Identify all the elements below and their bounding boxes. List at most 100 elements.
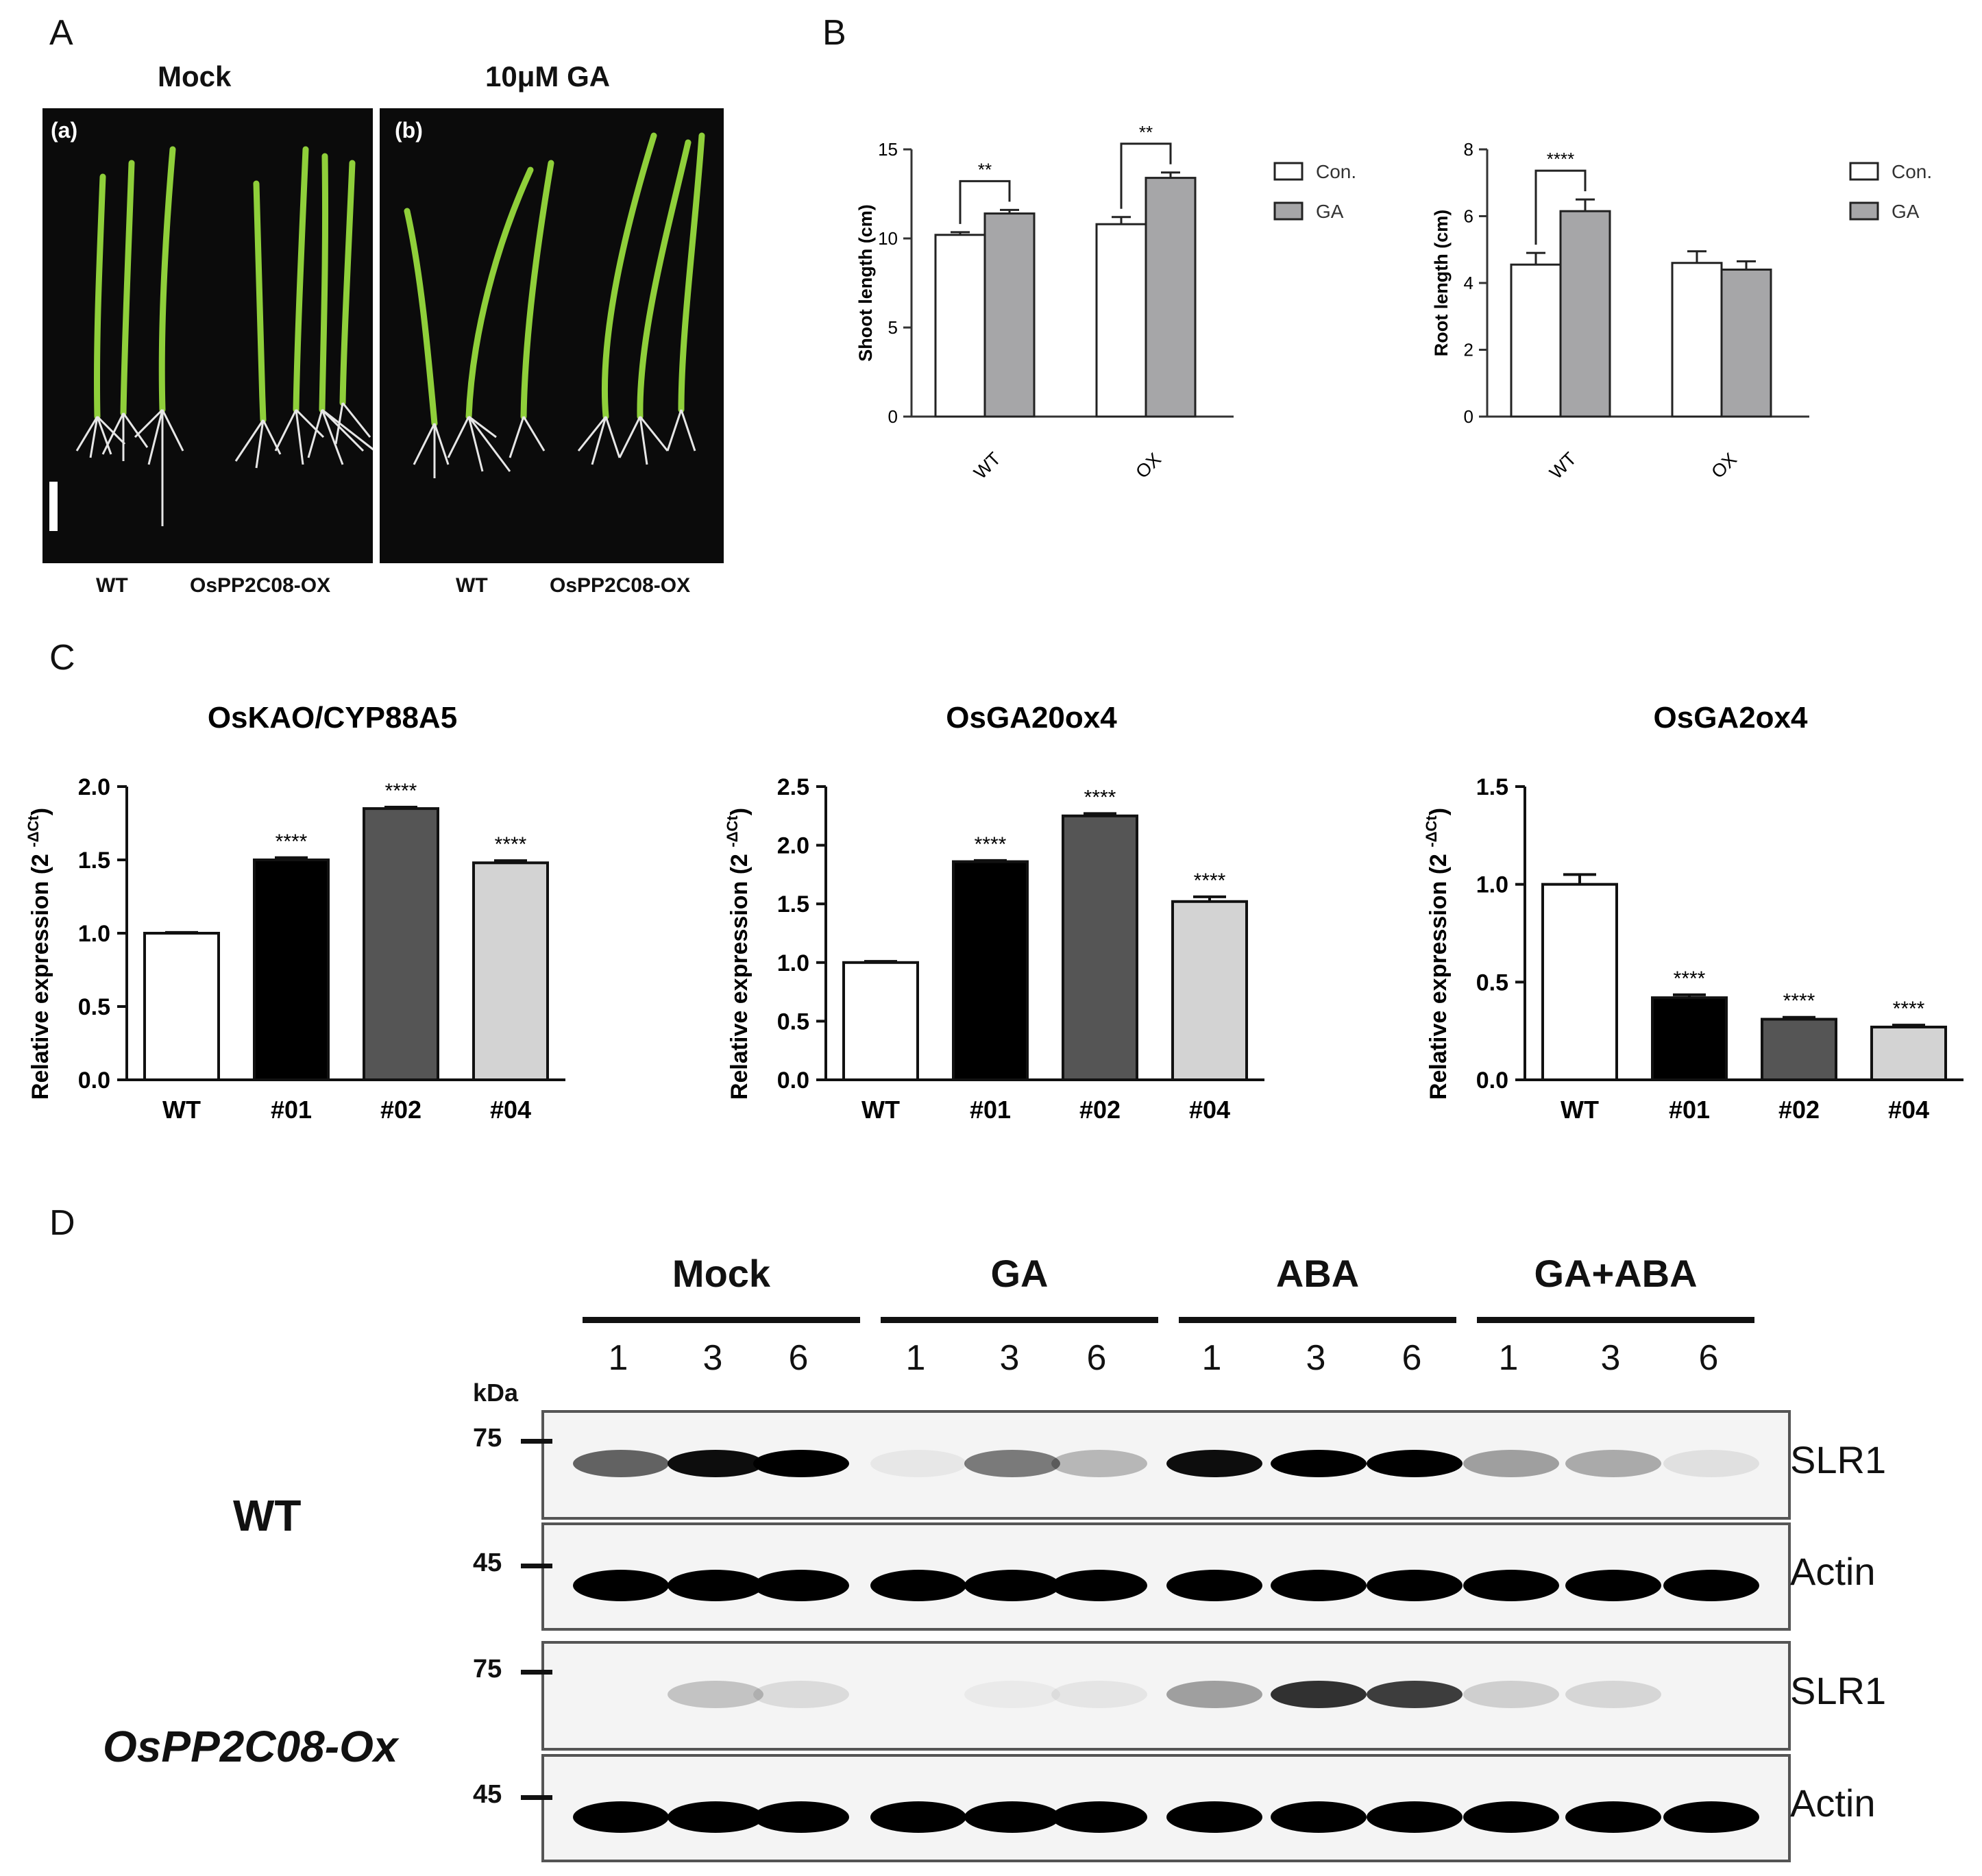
bar-#02 — [1761, 1017, 1837, 1081]
x-category-label: WT — [162, 1096, 201, 1124]
blot-band — [1271, 1801, 1367, 1833]
photo-tag-a: (a) — [51, 118, 78, 143]
ga-seedling-photo: (b) — [380, 108, 724, 563]
treatment-group-line — [1477, 1317, 1754, 1323]
y-tick-label: 0 — [1464, 406, 1473, 427]
blot-band — [1271, 1450, 1367, 1477]
blot-band — [964, 1450, 1060, 1477]
significance-marker: ** — [1139, 122, 1153, 143]
blot-band — [870, 1570, 966, 1601]
blot-band — [1051, 1450, 1147, 1477]
y-tick-label: 15 — [878, 139, 898, 160]
blot-band — [964, 1570, 1060, 1601]
y-tick-label: 0.0 — [777, 1067, 809, 1094]
legend-label: Con. — [1316, 161, 1356, 182]
blot-band — [870, 1801, 966, 1833]
kda-label: kDa — [473, 1379, 519, 1407]
y-axis-label-close: ) — [1426, 808, 1452, 815]
y-tick-label: 1.0 — [78, 921, 110, 947]
osga2ox4-expression-chart: OsGA2ox4 0.0 0.5 1.0 1.5 Relative expression … — [1423, 701, 1963, 1124]
blot-band — [753, 1450, 849, 1477]
x-category-label: #01 — [271, 1096, 312, 1124]
legend-label: GA — [1316, 201, 1344, 222]
y-axis-label: Relative expression (2 -ΔCt) — [25, 808, 53, 1100]
significance-bracket — [959, 180, 1011, 224]
blot-band — [1166, 1801, 1262, 1833]
blot-protein-label: SLR1 — [1790, 1669, 1887, 1712]
timepoint-label: 3 — [1600, 1338, 1621, 1378]
blot-band — [1367, 1450, 1463, 1477]
x-category-label: #04 — [1888, 1096, 1929, 1124]
bar-#04 — [472, 861, 549, 1081]
bar-OX-Con. — [1095, 223, 1147, 418]
y-tick-label: 0.5 — [1476, 970, 1508, 996]
x-category-label: #02 — [1778, 1096, 1820, 1124]
blot-band — [668, 1801, 763, 1833]
y-axis-label-close: ) — [27, 808, 53, 815]
y-tick-label: 0.0 — [1476, 1067, 1508, 1094]
blot-band — [1051, 1570, 1147, 1601]
y-tick-label: 2.5 — [777, 774, 809, 800]
ox-slr1-blot — [541, 1641, 1791, 1751]
bar-#02 — [1062, 814, 1138, 1082]
panel-letter-c: C — [49, 638, 75, 678]
y-tick-label: 10 — [878, 228, 898, 249]
y-axis-label-main: Relative expression (2 — [726, 848, 753, 1100]
blot-band — [753, 1681, 849, 1708]
significance-marker: **** — [385, 780, 417, 802]
marker-tick — [521, 1670, 552, 1675]
legend-swatch — [1273, 201, 1304, 221]
y-tick-label: 6 — [1464, 206, 1473, 227]
y-axis-label-main: Relative expression (2 — [27, 848, 53, 1100]
x-category-label: #01 — [1669, 1096, 1710, 1124]
timepoint-label: 3 — [999, 1338, 1020, 1378]
ga-seedlings-drawing — [404, 132, 705, 478]
blot-band — [1463, 1681, 1559, 1708]
blot-band — [1166, 1681, 1262, 1708]
photo-b-ox-label: OsPP2C08-OX — [550, 574, 691, 597]
x-category-label: WT — [1561, 1096, 1599, 1124]
blot-band — [1463, 1570, 1559, 1601]
y-tick-label: 1.0 — [777, 950, 809, 976]
bar-#01 — [952, 860, 1029, 1081]
treatment-group-label: ABA — [1275, 1252, 1360, 1295]
y-axis-label: Relative expression (2 -ΔCt) — [724, 808, 753, 1100]
y-tick-label: 1.5 — [777, 891, 809, 917]
wt-genotype-label: WT — [233, 1491, 302, 1540]
x-category-label: WT — [861, 1096, 900, 1124]
y-axis-label-superscript: -ΔCt — [1423, 815, 1440, 848]
blot-band — [1271, 1570, 1367, 1601]
y-tick-label: 2 — [1464, 340, 1473, 360]
timepoint-label: 1 — [608, 1338, 628, 1378]
significance-marker: **** — [1547, 149, 1574, 169]
blot-band — [1166, 1450, 1262, 1477]
photo-a-ox-label: OsPP2C08-OX — [190, 574, 331, 597]
marker-tick — [521, 1564, 552, 1568]
blot-band — [1367, 1570, 1463, 1601]
blot-protein-label: SLR1 — [1790, 1438, 1887, 1481]
y-tick-label: 0 — [888, 406, 898, 427]
mock-seedling-photo: (a) — [42, 108, 373, 563]
y-tick-label: 2.0 — [777, 833, 809, 859]
timepoint-label: 6 — [1402, 1338, 1422, 1378]
y-tick-label: 8 — [1464, 139, 1473, 160]
molecular-weight-marker: 45 — [473, 1780, 502, 1809]
blot-band — [964, 1681, 1060, 1708]
y-axis-label-main: Relative expression (2 — [1426, 848, 1452, 1100]
significance-marker: **** — [1893, 998, 1925, 1020]
treatment-group-line — [1179, 1317, 1456, 1323]
y-tick-label: 0.5 — [78, 994, 110, 1020]
legend-swatch — [1273, 162, 1304, 181]
x-category-label: #04 — [490, 1096, 531, 1124]
mock-title: Mock — [158, 60, 232, 92]
ox-genotype-label: OsPP2C08-Ox — [103, 1722, 398, 1771]
wt-actin-blot — [541, 1522, 1791, 1631]
photo-tag-b: (b) — [395, 118, 423, 143]
y-axis-label-superscript: -ΔCt — [25, 815, 42, 848]
y-axis-label: Relative expression (2 -ΔCt) — [1423, 808, 1452, 1100]
oskao-expression-chart: OsKAO/CYP88A5 0.0 0.5 1.0 1.5 2.0 Relative exp… — [25, 701, 565, 1124]
timepoint-label: 6 — [1086, 1338, 1107, 1378]
